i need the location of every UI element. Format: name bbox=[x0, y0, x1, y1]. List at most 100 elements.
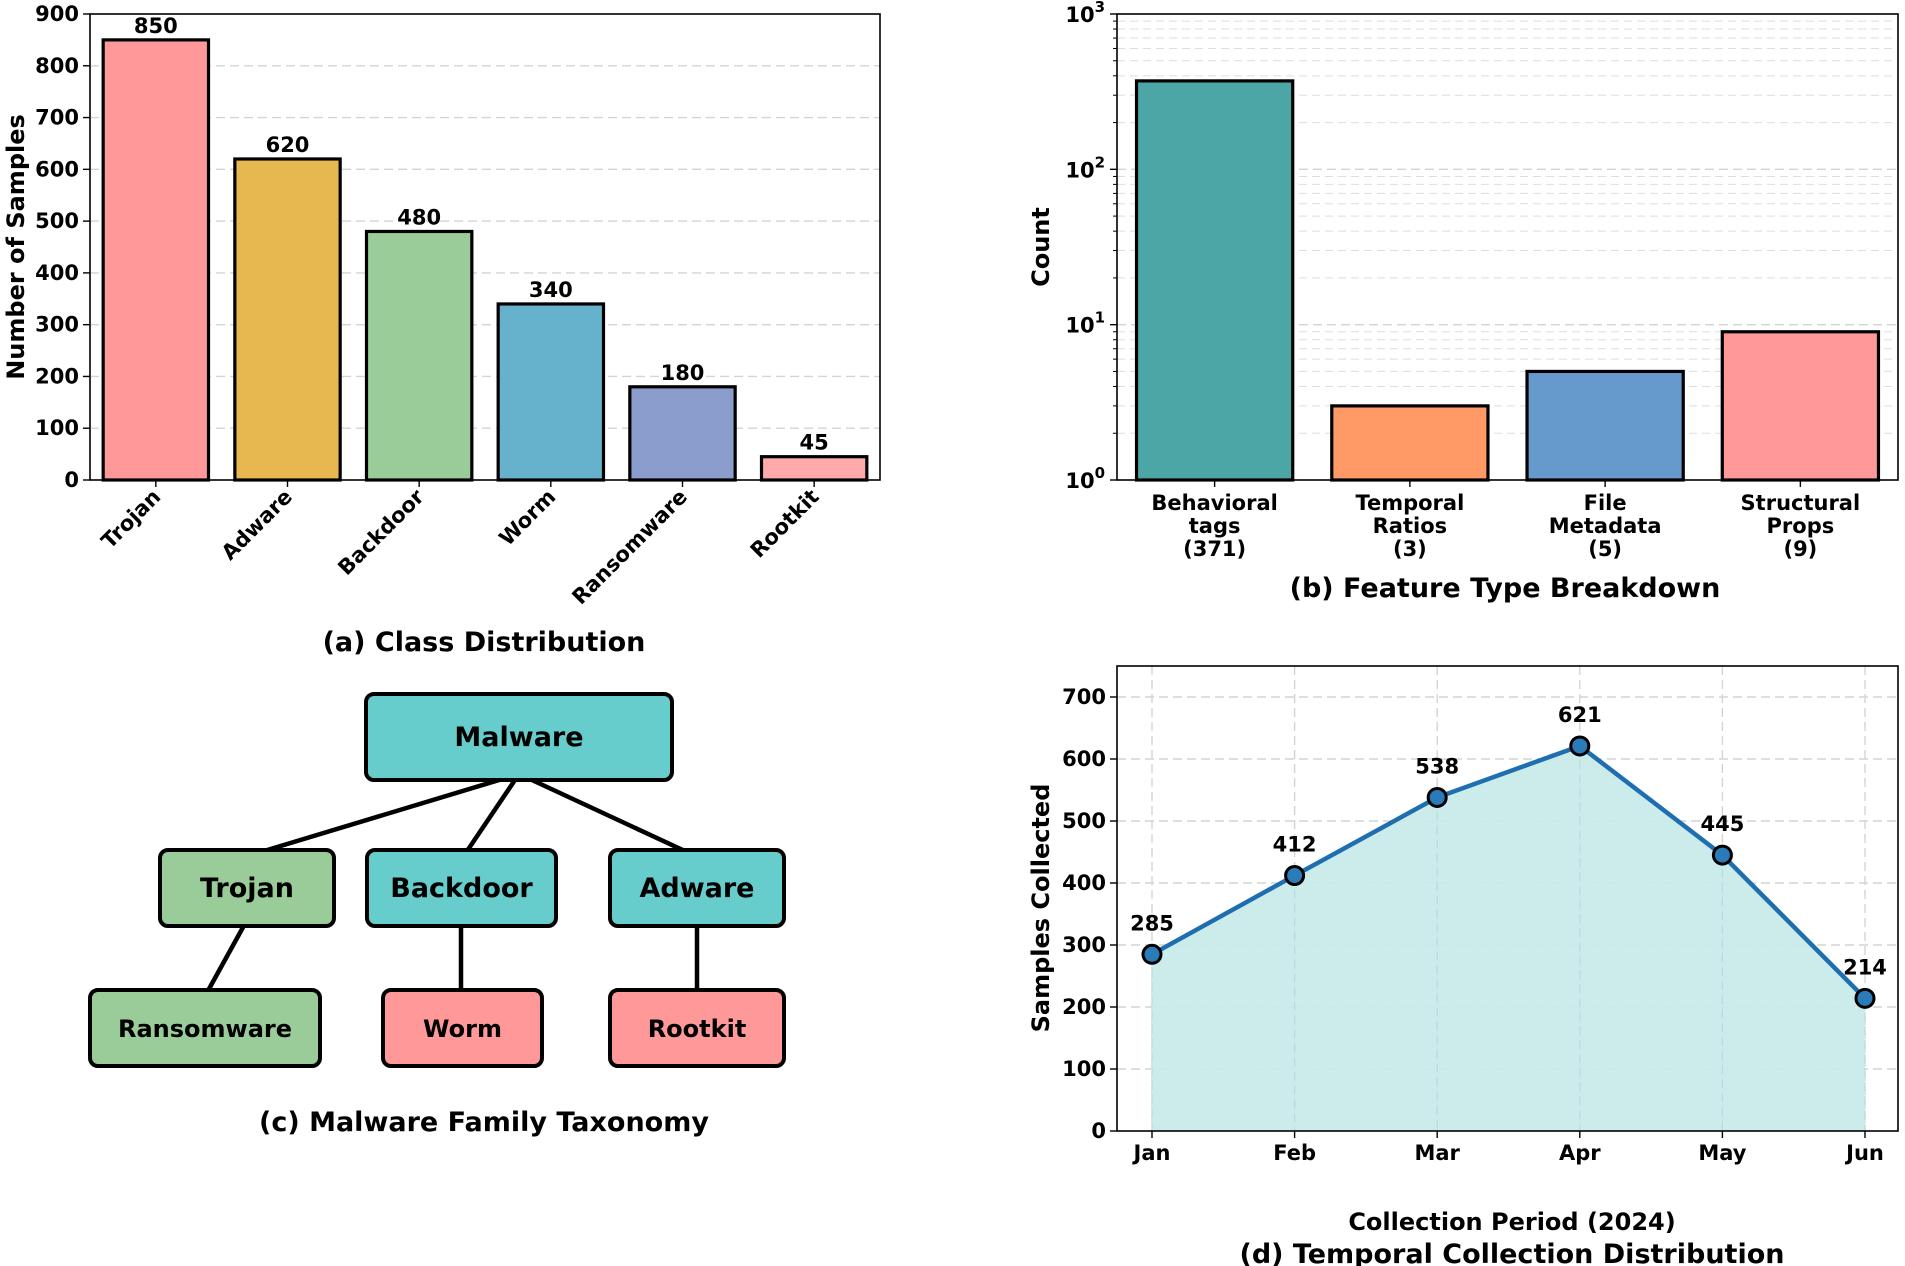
panel-d-point-value-label: 445 bbox=[1700, 812, 1744, 836]
panel-a-bar-value-label: 340 bbox=[529, 278, 573, 302]
panel-a-bar bbox=[496, 302, 606, 482]
panel-b-feature-type-breakdown: (b) Feature Type Breakdown Count 1001011… bbox=[1027, 0, 1899, 604]
panel-b-y-tick-label: 103 bbox=[1065, 0, 1105, 27]
panel-a-bar-value-label: 850 bbox=[134, 14, 178, 38]
panel-d-x-tick-label: May bbox=[1698, 1141, 1746, 1165]
panel-c-edge bbox=[202, 918, 249, 1000]
panel-d-y-tick-label: 700 bbox=[1062, 685, 1106, 709]
panel-d-x-tick-label: Mar bbox=[1414, 1141, 1460, 1165]
panel-b-x-tick-label-line: Ratios bbox=[1373, 514, 1448, 538]
panel-d-data-point bbox=[1141, 943, 1163, 965]
panel-d-x-tick-label: Jan bbox=[1132, 1141, 1171, 1165]
panel-c-node-child: Trojan bbox=[158, 848, 336, 928]
panel-b-y-tick-exponent: 3 bbox=[1095, 0, 1105, 16]
panel-d-point-value-label: 621 bbox=[1558, 703, 1602, 727]
panel-d-axes-frame bbox=[1116, 665, 1899, 1132]
panel-b-y-tick-exponent: 2 bbox=[1095, 153, 1105, 171]
panel-c-node-child-label: Backdoor bbox=[390, 873, 533, 904]
panel-b-y-tick-base: 10 bbox=[1065, 314, 1094, 338]
panel-d-y-axis-label: Samples Collected bbox=[1027, 784, 1055, 1033]
panel-b-axes-frame bbox=[1116, 13, 1899, 481]
panel-c-malware-taxonomy: (c) Malware Family Taxonomy Malware Troja… bbox=[88, 692, 786, 1138]
panel-a-bar-value-label: 480 bbox=[397, 205, 441, 229]
panel-c-node-root-label: Malware bbox=[454, 722, 583, 753]
panel-a-bar bbox=[628, 385, 737, 482]
panel-c-node-child: Backdoor bbox=[365, 848, 558, 928]
panel-b-x-tick-label-line: (371) bbox=[1183, 537, 1246, 561]
panel-d-y-tick-label: 500 bbox=[1062, 809, 1106, 833]
panel-a-bar-value-label: 180 bbox=[661, 361, 705, 385]
panel-b-x-tick-label-line: (3) bbox=[1393, 537, 1427, 561]
panel-c-node-leaf-box bbox=[608, 988, 786, 1068]
panel-b-caption: (b) Feature Type Breakdown bbox=[1290, 573, 1721, 604]
panel-b-x-tick-label-line: Metadata bbox=[1549, 514, 1662, 538]
panel-d-y-tick-label: 600 bbox=[1062, 747, 1106, 771]
panel-d-y-tick-label: 0 bbox=[1091, 1119, 1106, 1143]
panel-a-y-tick-label: 300 bbox=[35, 313, 79, 337]
panel-b-x-tick-label-line: Props bbox=[1767, 514, 1835, 538]
panel-c-node-child: Adware bbox=[608, 848, 786, 928]
panel-c-node-leaf-label: Worm bbox=[423, 1015, 502, 1043]
panel-a-y-tick-label: 600 bbox=[35, 157, 79, 181]
panel-c-edge bbox=[263, 771, 520, 854]
panel-a-y-tick-label: 900 bbox=[35, 2, 79, 26]
panel-a-bar bbox=[759, 455, 869, 482]
panel-c-node-leaf: Worm bbox=[381, 988, 544, 1068]
panel-a-bar bbox=[101, 38, 211, 482]
panel-d-y-tick-label: 400 bbox=[1062, 871, 1106, 895]
panel-a-y-tick-label: 400 bbox=[35, 261, 79, 285]
panel-d-x-tick-label: Apr bbox=[1559, 1141, 1601, 1165]
panel-a-bar bbox=[233, 157, 342, 482]
panel-b-y-tick-exponent: 1 bbox=[1095, 309, 1105, 327]
panel-a-y-tick-label: 800 bbox=[35, 54, 79, 78]
panel-d-data-point bbox=[1284, 865, 1306, 887]
panel-d-area-fill bbox=[1152, 745, 1865, 1131]
panel-c-node-leaf-box bbox=[381, 988, 544, 1068]
panel-b-x-tick-label-line: File bbox=[1584, 491, 1627, 515]
panel-d-data-point bbox=[1711, 844, 1733, 866]
panel-d-y-tick-label: 200 bbox=[1062, 995, 1106, 1019]
panel-b-y-tick-label: 100 bbox=[1065, 464, 1105, 493]
panel-d-x-axis-label: Collection Period (2024) bbox=[1348, 1208, 1675, 1236]
panel-a-caption: (a) Class Distribution bbox=[323, 627, 646, 658]
panel-c-node-child-box bbox=[608, 848, 786, 928]
panel-b-y-tick-base: 10 bbox=[1065, 158, 1094, 182]
panel-a-y-tick-label: 100 bbox=[35, 416, 79, 440]
panel-a-y-axis-label: Number of Samples bbox=[2, 114, 30, 380]
panel-d-point-value-label: 285 bbox=[1130, 911, 1174, 935]
panel-b-bar bbox=[1720, 330, 1881, 482]
panel-c-node-child-box bbox=[365, 848, 558, 928]
panel-b-x-tick-label: File Metadata (5) bbox=[1549, 491, 1662, 561]
panel-b-x-tick-label-line: tags bbox=[1189, 514, 1241, 538]
panel-b-x-tick-label-line: Behavioral bbox=[1151, 491, 1277, 515]
panel-b-y-tick-base: 10 bbox=[1065, 469, 1094, 493]
panel-b-y-tick-label: 101 bbox=[1065, 309, 1105, 338]
panel-b-x-tick-label-line: Temporal bbox=[1355, 491, 1464, 515]
panel-d-point-value-label: 214 bbox=[1843, 955, 1887, 979]
panel-c-node-leaf-label: Rootkit bbox=[648, 1015, 747, 1043]
panel-c-caption: (c) Malware Family Taxonomy bbox=[259, 1107, 709, 1138]
panel-b-bar bbox=[1525, 369, 1685, 482]
panel-d-point-value-label: 538 bbox=[1415, 754, 1459, 778]
panel-b-x-tick-label-line: (9) bbox=[1783, 537, 1817, 561]
panel-d-data-point bbox=[1854, 987, 1876, 1009]
panel-b-x-tick-label-line: (5) bbox=[1588, 537, 1622, 561]
panel-d-y-tick-label: 100 bbox=[1062, 1057, 1106, 1081]
panel-b-y-axis-label: Count bbox=[1027, 207, 1055, 287]
panel-c-node-child-box bbox=[158, 848, 336, 928]
panel-c-node-leaf-box bbox=[88, 988, 322, 1068]
panel-a-bar-value-label: 45 bbox=[800, 431, 829, 455]
panel-d-temporal-collection: Collection Period (2024) (d) Temporal Co… bbox=[1027, 665, 1899, 1266]
panel-b-x-tick-label: Behavioral tags (371) bbox=[1151, 491, 1277, 561]
panel-c-node-child-label: Trojan bbox=[200, 873, 294, 904]
panel-c-node-root-box bbox=[364, 692, 674, 782]
panel-d-data-point bbox=[1569, 735, 1591, 757]
panel-a-y-tick-label: 700 bbox=[35, 106, 79, 130]
panel-b-x-tick-label: Temporal Ratios (3) bbox=[1355, 491, 1464, 561]
panel-a-y-tick-label: 200 bbox=[35, 364, 79, 388]
panel-a-bar-value-label: 620 bbox=[266, 133, 310, 157]
panel-b-y-tick-label: 102 bbox=[1065, 153, 1105, 182]
panel-b-y-tick-base: 10 bbox=[1065, 3, 1094, 27]
panel-d-caption: (d) Temporal Collection Distribution bbox=[1240, 1239, 1785, 1266]
